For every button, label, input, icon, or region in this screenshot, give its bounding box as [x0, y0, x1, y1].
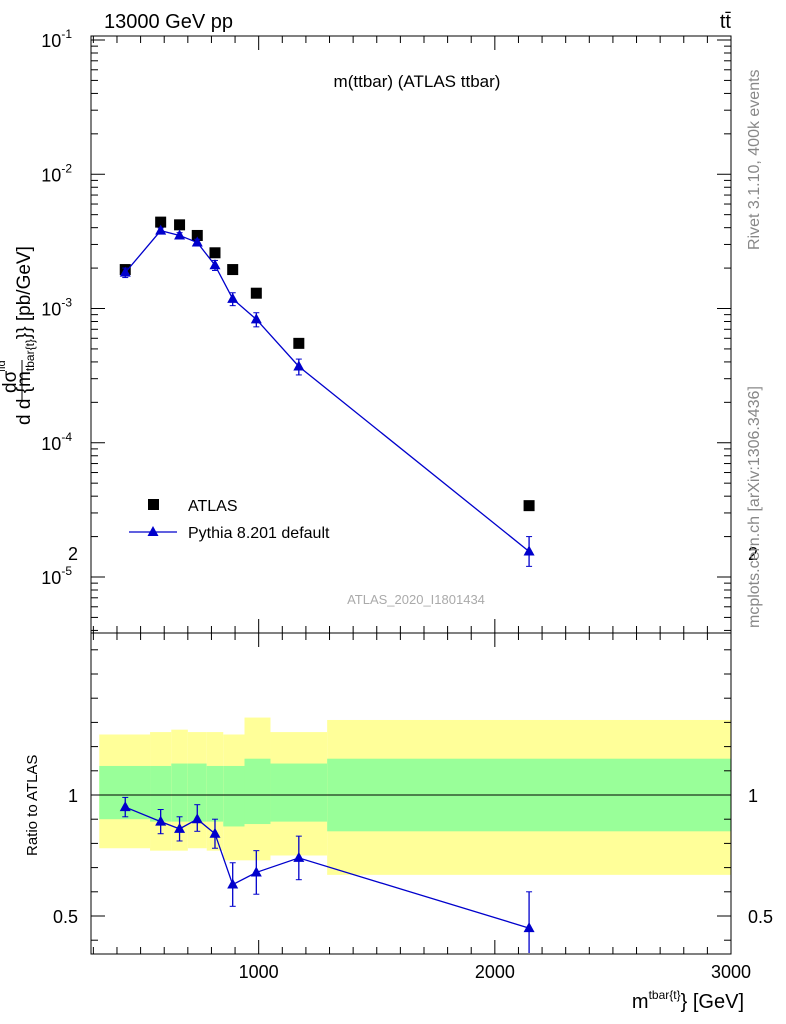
main-y-tick-label: 10-5	[41, 564, 72, 588]
ratio-frame	[90, 632, 732, 955]
main-y-tick-label: 10-4	[41, 430, 72, 454]
ratio-y-tick-label-right: 0.5	[748, 907, 773, 927]
ratio-x-tick-label: 3000	[711, 962, 751, 982]
atlas-data-point	[250, 287, 262, 299]
ratio-stat-uncertainty-band	[206, 765, 224, 822]
ratio-y-tick-label-right: 2	[748, 544, 758, 564]
ratio-data-point	[293, 851, 305, 862]
legend-marker-pythia	[147, 526, 159, 536]
ratio-y-ticks	[91, 649, 731, 941]
pythia-data-point	[293, 360, 305, 371]
main-panel: 10-5 10-4 10-3 10-2 10-1 m(ttbar) (ATLAS ttb…	[0, 27, 732, 634]
ratio-panel: 0.5 0.5 1 1 2 2 1000 2000 3000 Ratio to ATLAS	[24, 544, 773, 982]
ratio-x-ticks	[92, 633, 732, 954]
ratio-stat-uncertainty-band	[244, 758, 271, 825]
ratio-data-point	[209, 827, 221, 838]
ratio-bands	[99, 717, 731, 875]
main-y-tick-label: 10-3	[41, 296, 72, 320]
ratio-data-point	[174, 822, 186, 833]
atlas-data-point	[155, 216, 167, 228]
ratio-data-point	[191, 813, 203, 824]
ratio-y-tick-label: 2	[68, 544, 78, 564]
ratio-stat-uncertainty-band	[171, 763, 188, 822]
ratio-series	[119, 796, 535, 953]
ratio-data-point	[250, 866, 262, 877]
x-axis-label: mtbar{t}} [GeV]	[632, 988, 744, 1013]
main-y-ticks	[91, 39, 731, 631]
ratio-data-point	[227, 878, 239, 889]
ratio-data-point	[523, 922, 535, 933]
atlas-data-point	[523, 500, 535, 512]
main-y-tick-labels: 10-5 10-4 10-3 10-2 10-1	[41, 27, 72, 588]
rivet-version-text: Rivet 3.1.10, 400k events	[746, 69, 763, 250]
main-y-axis-label-superscript: fid	[0, 360, 8, 372]
watermark: ATLAS_2020_I1801434	[347, 592, 485, 607]
energy-label: 13000 GeV pp	[104, 11, 233, 33]
main-series	[119, 216, 535, 567]
legend-label-pythia: Pythia 8.201 default	[188, 525, 330, 542]
main-y-axis-label-text: d d {mtbar{t}}} [pb/GeV]	[14, 246, 37, 425]
ratio-stat-uncertainty-band	[223, 765, 245, 827]
pythia-data-point	[250, 313, 262, 324]
ratio-data-point	[119, 801, 131, 812]
atlas-data-point	[174, 219, 186, 231]
ratio-stat-uncertainty-band	[150, 765, 172, 822]
pythia-data-point	[155, 224, 167, 235]
process-label: tt̄	[720, 11, 732, 33]
ratio-stat-uncertainty-band	[187, 763, 207, 822]
panel-title: m(ttbar) (ATLAS ttbar)	[334, 72, 501, 91]
ratio-y-axis-label: Ratio to ATLAS	[24, 755, 41, 856]
ratio-x-tick-labels: 1000 2000 3000	[239, 962, 751, 982]
ratio-x-tick-label: 2000	[475, 962, 515, 982]
pythia-data-point	[227, 292, 239, 303]
pythia-data-point	[209, 259, 221, 270]
main-frame	[90, 35, 732, 634]
main-x-ticks	[92, 36, 732, 633]
pythia-data-point	[523, 545, 535, 556]
main-y-tick-label: 10-1	[41, 27, 72, 51]
ratio-y-tick-labels: 0.5 0.5 1 1 2 2	[53, 544, 773, 927]
ratio-data-point	[155, 815, 167, 826]
ratio-x-tick-label: 1000	[239, 962, 279, 982]
legend-marker-atlas	[148, 499, 159, 510]
atlas-data-point	[191, 229, 203, 241]
atlas-data-point	[227, 264, 239, 276]
pythia-data-point	[191, 236, 203, 247]
ratio-y-tick-label-right: 1	[748, 786, 758, 806]
pythia-data-point	[119, 266, 131, 277]
atlas-data-point	[209, 247, 221, 259]
mcplots-credit-text: mcplots.cern.ch [arXiv:1306.3436]	[746, 386, 763, 628]
pythia-data-point	[174, 229, 186, 240]
legend-label-atlas: ATLAS	[188, 498, 238, 515]
pythia-line	[124, 229, 530, 552]
main-y-tick-label: 10-2	[41, 161, 72, 185]
atlas-data-point	[293, 337, 305, 349]
legend: ATLAS Pythia 8.201 default	[129, 498, 330, 542]
ratio-stat-uncertainty-band	[270, 763, 328, 822]
ratio-y-tick-label: 1	[68, 786, 78, 806]
ratio-y-tick-label: 0.5	[53, 907, 78, 927]
main-y-axis-label-numerator: dσ	[0, 370, 21, 393]
